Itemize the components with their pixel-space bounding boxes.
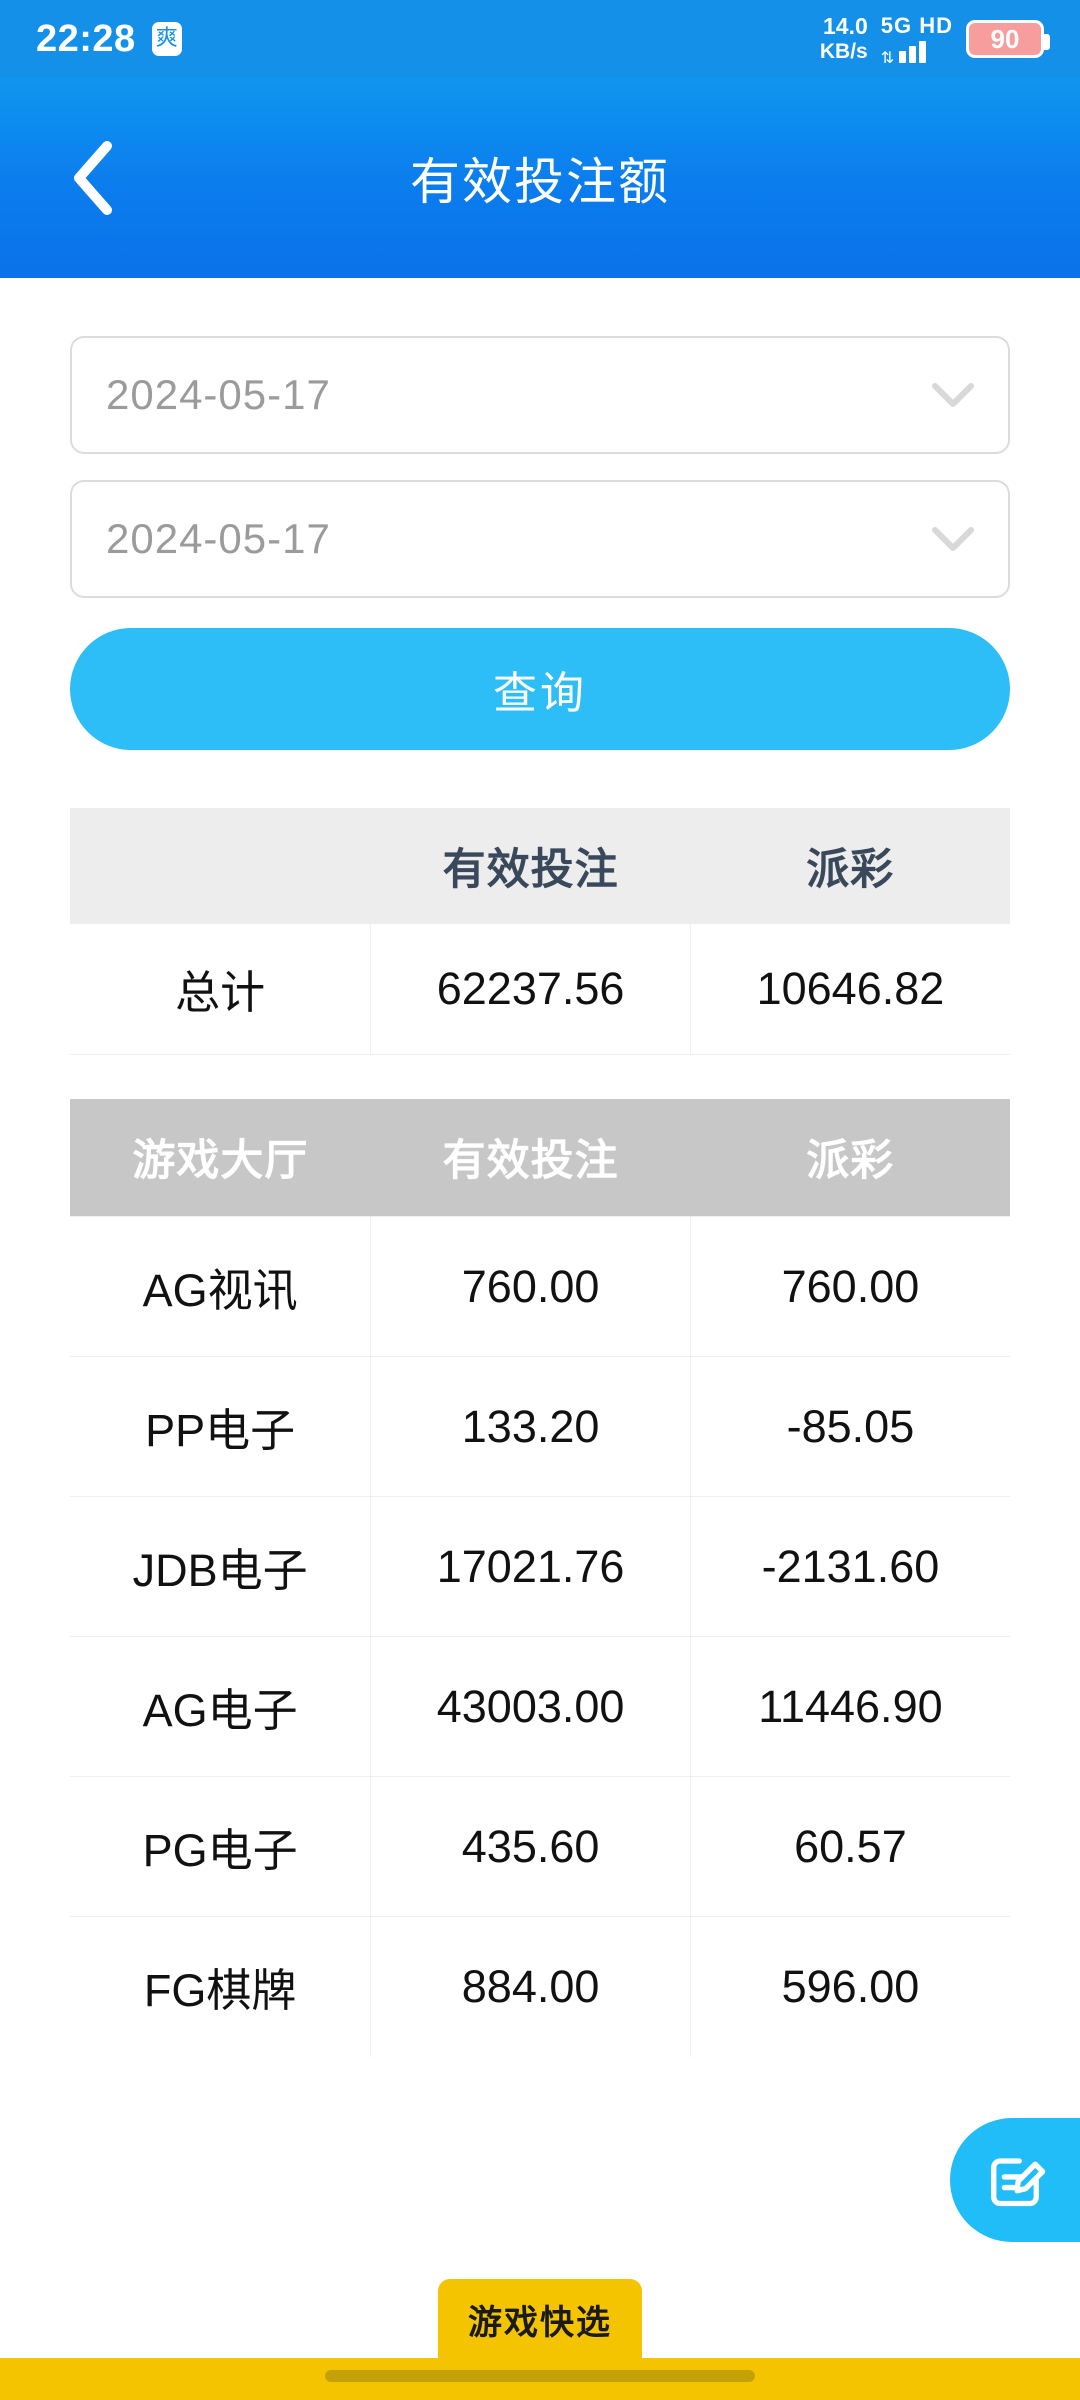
table-row: 总计 62237.56 10646.82 (70, 924, 1010, 1055)
game-payout: -85.05 (689, 1356, 1010, 1497)
game-bet: 884.00 (370, 1916, 691, 2057)
summary-header-row: 有效投注 派彩 (70, 808, 1010, 924)
page-content: 2024-05-17 2024-05-17 查询 有效投注 (0, 278, 1080, 2057)
game-payout: 11446.90 (689, 1636, 1010, 1777)
status-time: 22:28 (36, 17, 136, 60)
network-type-indicator: 5G HD ⇅ (880, 13, 953, 67)
game-quick-select-tab[interactable]: 游戏快选 (438, 2279, 642, 2358)
game-bet: 43003.00 (370, 1636, 691, 1777)
home-indicator[interactable] (325, 2370, 755, 2382)
summary-table-body: 总计 62237.56 10646.82 (70, 924, 1010, 1055)
chevron-down-icon (930, 381, 976, 409)
detail-header-row: 游戏大厅 有效投注 派彩 (70, 1098, 1010, 1217)
game-name: AG视讯 (70, 1216, 372, 1357)
status-bar: 22:28 14.0 KB/s 5G HD ⇅ 90 (0, 0, 1080, 78)
network-speed-value: 14.0 (822, 13, 868, 39)
game-name: FG棋牌 (70, 1916, 372, 2057)
status-bar-left: 22:28 (36, 18, 182, 61)
table-row: JDB电子 17021.76 -2131.60 (70, 1496, 1010, 1637)
chevron-down-icon (930, 525, 976, 553)
detail-header-bet: 有效投注 (370, 1098, 691, 1217)
summary-row-label: 总计 (70, 924, 372, 1055)
game-payout: 760.00 (689, 1216, 1010, 1357)
summary-header-bet: 有效投注 (370, 808, 691, 924)
summary-header-payout: 派彩 (690, 808, 1010, 924)
end-date-value: 2024-05-17 (106, 515, 331, 562)
signal-bars-icon: ⇅ (880, 41, 953, 67)
game-payout: 596.00 (689, 1916, 1010, 2057)
table-row: FG棋牌 884.00 596.00 (70, 1916, 1010, 2057)
table-row: AG电子 43003.00 11446.90 (70, 1636, 1010, 1777)
query-button[interactable]: 查询 (70, 628, 1010, 750)
game-bet: 435.60 (370, 1776, 691, 1917)
data-arrows-icon: ⇅ (880, 50, 895, 67)
battery-icon: 90 (966, 20, 1050, 58)
app-badge-icon (151, 21, 182, 56)
app-header: 有效投注额 (0, 78, 1080, 278)
note-edit-icon (981, 2144, 1049, 2217)
back-button[interactable] (58, 138, 128, 218)
game-payout: -2131.60 (689, 1496, 1010, 1637)
detail-table-head: 游戏大厅 有效投注 派彩 (70, 1098, 1010, 1217)
game-name: PG电子 (70, 1776, 372, 1917)
page-title: 有效投注额 (410, 154, 670, 210)
detail-table-body: AG视讯 760.00 760.00 PP电子 133.20 -85.05 JD… (70, 1216, 1010, 2057)
summary-row-bet: 62237.56 (370, 924, 691, 1055)
summary-header-blank (70, 808, 371, 924)
summary-row-payout: 10646.82 (689, 924, 1010, 1055)
detail-table: 游戏大厅 有效投注 派彩 AG视讯 760.00 760.00 PP电子 133… (70, 1098, 1010, 2057)
end-date-field[interactable]: 2024-05-17 (70, 480, 1010, 598)
game-name: AG电子 (70, 1636, 372, 1777)
network-speed-unit: KB/s (819, 40, 868, 63)
game-name: PP电子 (70, 1356, 372, 1497)
note-edit-fab[interactable] (950, 2118, 1080, 2242)
start-date-field[interactable]: 2024-05-17 (70, 336, 1010, 454)
battery-level: 90 (990, 23, 1020, 54)
game-bet: 17021.76 (370, 1496, 691, 1637)
table-row: PP电子 133.20 -85.05 (70, 1356, 1010, 1497)
game-bet: 760.00 (370, 1216, 691, 1357)
detail-header-lobby: 游戏大厅 (70, 1098, 371, 1217)
table-row: PG电子 435.60 60.57 (70, 1776, 1010, 1917)
status-bar-right: 14.0 KB/s 5G HD ⇅ 90 (820, 13, 1050, 67)
table-row: AG视讯 760.00 760.00 (70, 1216, 1010, 1357)
network-type-label: 5G HD (880, 13, 953, 38)
network-speed-indicator: 14.0 KB/s (820, 14, 868, 64)
chevron-left-icon (71, 140, 115, 216)
game-name: JDB电子 (70, 1496, 372, 1637)
summary-table: 有效投注 派彩 总计 62237.56 10646.82 (70, 808, 1010, 1055)
game-bet: 133.20 (370, 1356, 691, 1497)
game-payout: 60.57 (689, 1776, 1010, 1917)
start-date-value: 2024-05-17 (106, 371, 331, 418)
detail-header-payout: 派彩 (690, 1098, 1010, 1217)
summary-table-head: 有效投注 派彩 (70, 808, 1010, 924)
